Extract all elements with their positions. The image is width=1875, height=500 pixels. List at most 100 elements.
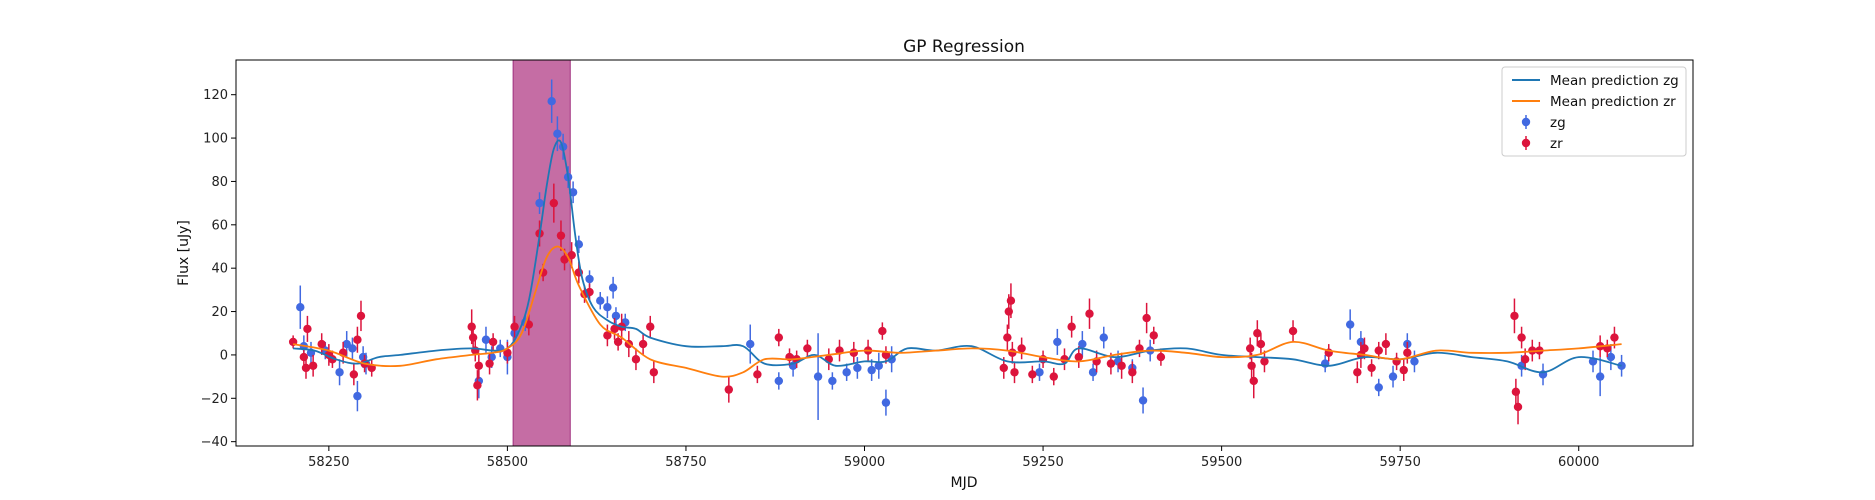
- chart-title: GP Regression: [903, 37, 1025, 57]
- data-point-zg: [1035, 368, 1044, 377]
- data-point-zr: [468, 333, 478, 342]
- data-point-zg: [547, 97, 556, 106]
- data-point-zg: [596, 296, 605, 305]
- data-point-zr: [1008, 348, 1017, 357]
- data-point-zr: [567, 250, 576, 260]
- x-tick-label: 60000: [1558, 455, 1599, 470]
- data-point-zr: [1010, 368, 1019, 377]
- data-point-zg: [1356, 337, 1366, 347]
- data-point-zr: [1374, 346, 1383, 355]
- data-point-zr: [774, 333, 784, 342]
- data-point-zr: [1610, 333, 1619, 342]
- data-point-zr: [356, 311, 366, 321]
- data-point-zr: [1253, 329, 1262, 338]
- data-point-zg: [481, 335, 491, 344]
- legend-point-swatch: [1521, 117, 1531, 127]
- x-axis-title: MJD: [951, 475, 978, 491]
- series-zg: [296, 79, 1626, 420]
- legend: Mean prediction zg Mean prediction zr zg zr: [1501, 66, 1687, 157]
- data-point-zg: [342, 339, 351, 349]
- data-point-zr: [560, 255, 569, 264]
- data-point-zr: [1399, 365, 1408, 375]
- data-point-zg: [348, 344, 357, 353]
- data-point-zg: [1374, 383, 1383, 392]
- data-point-zg: [1345, 320, 1355, 329]
- data-point-zr: [1149, 331, 1158, 340]
- data-point-zr: [503, 348, 512, 357]
- y-tick-label: −20: [201, 392, 228, 407]
- y-tick-label: 60: [211, 218, 228, 233]
- x-tick-label: 58750: [665, 455, 706, 470]
- y-tick-label: 0: [220, 348, 228, 363]
- x-tick-label: 58250: [308, 455, 349, 470]
- data-point-zr: [610, 324, 619, 334]
- legend-entry-label: Mean prediction zr: [1550, 94, 1676, 110]
- data-point-zr: [849, 348, 858, 357]
- x-tick-label: 58500: [487, 455, 528, 470]
- data-point-zr: [753, 370, 762, 379]
- data-point-zg: [553, 129, 562, 138]
- data-point-zg: [1410, 357, 1419, 366]
- data-point-zr: [999, 363, 1008, 373]
- data-point-zr: [1247, 361, 1256, 370]
- data-point-zr: [1520, 355, 1530, 364]
- data-point-zg: [746, 339, 755, 349]
- legend-entry-label: zg: [1550, 115, 1566, 131]
- y-tick-label: 80: [211, 175, 228, 190]
- data-point-zg: [1078, 339, 1087, 349]
- data-point-zr: [301, 363, 311, 373]
- data-point-zg: [1053, 337, 1062, 347]
- data-point-zr: [474, 361, 484, 370]
- data-point-zr: [1513, 402, 1523, 412]
- x-tick-label: 59750: [1379, 455, 1420, 470]
- data-point-zr: [303, 324, 312, 334]
- data-point-zg: [611, 311, 621, 321]
- data-point-zg: [1088, 368, 1098, 377]
- legend-entry-label: Mean prediction zg: [1550, 73, 1679, 89]
- data-point-zr: [724, 385, 734, 394]
- data-point-zr: [485, 359, 494, 368]
- y-tick-label: 120: [203, 88, 228, 103]
- legend-box: [1501, 66, 1687, 157]
- data-point-zr: [631, 355, 641, 364]
- data-point-zr: [1403, 348, 1412, 357]
- data-point-zr: [638, 339, 648, 349]
- data-point-zr: [488, 337, 498, 347]
- y-tick-label: 40: [211, 262, 228, 277]
- data-point-zr: [1017, 344, 1026, 353]
- highlight-band: [512, 59, 571, 447]
- y-tick-label: 20: [211, 305, 228, 320]
- data-point-zr: [349, 370, 359, 379]
- data-point-zr: [878, 326, 887, 336]
- data-point-zr: [1028, 370, 1037, 379]
- y-tick-label: 100: [203, 132, 228, 147]
- data-point-zr: [803, 344, 812, 353]
- data-point-zr: [549, 198, 559, 208]
- data-point-zg: [1138, 396, 1148, 405]
- data-point-zr: [1004, 307, 1013, 316]
- data-point-zg: [1099, 333, 1108, 342]
- series-zr: [288, 183, 1619, 425]
- data-point-zg: [828, 376, 837, 386]
- data-point-zr: [353, 335, 362, 344]
- data-point-zr: [1074, 352, 1083, 362]
- data-point-zr: [1510, 311, 1519, 321]
- data-point-zg: [774, 376, 784, 386]
- data-point-zr: [510, 322, 519, 331]
- data-point-zg: [867, 365, 876, 375]
- x-axis: 58250 58500 58750 59000 59250 59500 59750 60000: [308, 446, 1599, 470]
- data-point-zr: [317, 339, 326, 349]
- y-axis-title: Flux [uJy]: [176, 220, 192, 286]
- data-point-zr: [1156, 352, 1166, 362]
- data-point-zg: [1388, 372, 1398, 381]
- data-point-zr: [1288, 326, 1298, 336]
- data-point-zg: [296, 303, 305, 312]
- data-point-zg: [874, 361, 883, 370]
- data-point-zr: [1245, 344, 1255, 353]
- y-tick-label: −40: [201, 435, 228, 450]
- data-point-zg: [535, 198, 544, 208]
- legend-point-swatch: [1521, 138, 1531, 148]
- data-point-zr: [1106, 359, 1116, 368]
- data-point-zr: [1517, 333, 1526, 342]
- data-point-zg: [603, 303, 612, 312]
